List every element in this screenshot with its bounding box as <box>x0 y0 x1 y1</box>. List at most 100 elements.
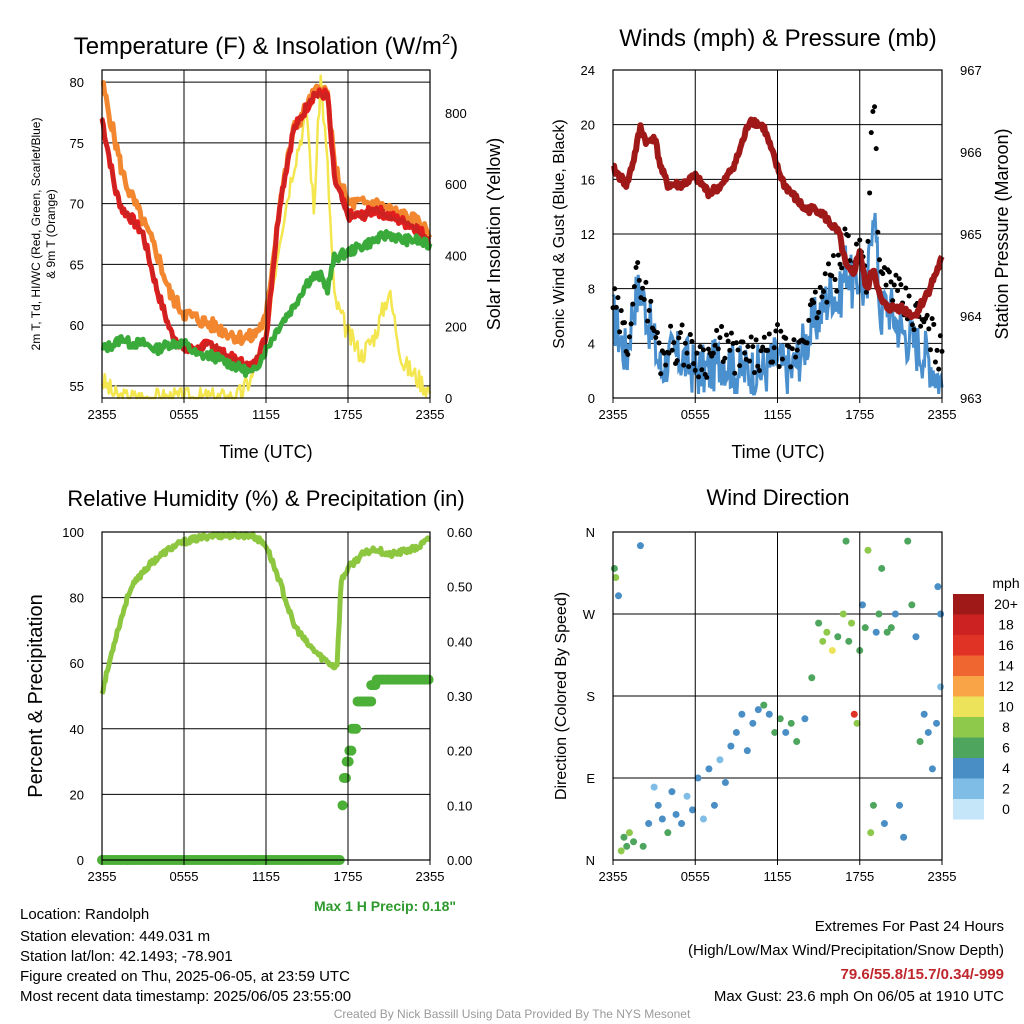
gust-point <box>751 370 757 376</box>
y-tick-label: 80 <box>70 591 84 606</box>
direction-point <box>668 788 676 796</box>
direction-point <box>623 842 631 850</box>
precip-point <box>351 723 362 734</box>
direction-point <box>850 710 858 718</box>
station-elevation: Station elevation: 449.031 m <box>20 928 211 945</box>
gust-point <box>873 146 879 152</box>
x-tick-label: 0555 <box>170 407 199 422</box>
chart-title: Relative Humidity (%) & Precipitation (i… <box>67 486 464 511</box>
precip-point <box>343 756 354 767</box>
direction-point <box>630 838 638 846</box>
gust-point <box>679 322 685 328</box>
direction-point <box>749 719 757 727</box>
y-tick-label: 0 <box>588 391 595 406</box>
direction-point <box>743 747 751 755</box>
gust-point <box>645 318 651 324</box>
y-tick-label: 70 <box>70 197 84 212</box>
gust-point <box>903 285 909 291</box>
gust-point <box>613 304 619 310</box>
y-tick-label: 100 <box>62 525 84 540</box>
gust-point <box>747 358 753 364</box>
x-tick-label: 2355 <box>599 407 628 422</box>
direction-point <box>896 801 904 809</box>
colorbar-label: 6 <box>1002 740 1010 756</box>
colorbar-swatch <box>953 676 984 697</box>
y-tick-label: 16 <box>581 172 595 187</box>
credit-line: Created By Nick Bassill Using Data Provi… <box>333 1007 691 1021</box>
gust-point <box>756 368 762 374</box>
y2-tick-label: 0.40 <box>447 634 472 649</box>
gust-point <box>822 271 828 277</box>
x-tick-label: 1155 <box>764 407 792 422</box>
gust-point <box>722 355 728 361</box>
gust-point <box>825 261 831 267</box>
recent-timestamp: Most recent data timestamp: 2025/06/05 2… <box>20 988 352 1005</box>
gust-point <box>794 347 800 353</box>
gust-point <box>891 282 897 288</box>
colorbar-title: mph <box>992 575 1019 591</box>
gust-point <box>640 285 646 291</box>
x-tick-label: 1155 <box>252 407 280 422</box>
direction-point <box>815 619 823 627</box>
panel-3-grid <box>101 532 431 865</box>
gust-point <box>615 295 621 301</box>
chart-title: Winds (mph) & Pressure (mb) <box>619 25 936 52</box>
gust-point <box>643 279 649 285</box>
direction-point <box>839 610 847 618</box>
y-tick-label: 20 <box>70 787 84 802</box>
gust-point <box>761 334 767 340</box>
max-gust: Max Gust: 23.6 mph On 06/05 at 1910 UTC <box>713 988 1004 1005</box>
direction-point <box>639 842 647 850</box>
gust-point <box>932 359 938 365</box>
station-location: Location: Randolph <box>20 906 150 923</box>
y2-tick-label: 967 <box>960 63 982 78</box>
gust-point <box>863 289 869 295</box>
gust-point <box>753 337 759 343</box>
gust-point <box>635 260 641 266</box>
gust-point <box>779 356 785 362</box>
y-tick-label: 60 <box>70 656 84 671</box>
gust-point <box>656 340 662 346</box>
x-axis-label: Time (UTC) <box>731 442 824 462</box>
gust-point <box>867 190 873 196</box>
x-tick-label: 1755 <box>334 869 363 884</box>
direction-point <box>716 756 724 764</box>
gust-point <box>906 293 912 299</box>
gust-point <box>681 362 687 368</box>
direction-point <box>650 783 658 791</box>
gust-point <box>641 297 647 303</box>
chart-title-end: ) <box>450 33 458 60</box>
gust-point <box>648 298 654 304</box>
gust-point <box>821 289 827 295</box>
direction-point <box>678 820 686 828</box>
gust-point <box>834 288 840 294</box>
gust-point <box>812 289 818 295</box>
gust-point <box>733 340 739 346</box>
gust-point <box>663 362 669 368</box>
y-tick-label: N <box>586 525 595 540</box>
y-tick-label: 0 <box>77 853 84 868</box>
gust-point <box>725 338 731 344</box>
gust-point <box>646 307 652 313</box>
gust-point <box>724 332 730 338</box>
gust-point <box>617 329 623 335</box>
figure-created: Figure created on Thu, 2025-06-05, at 23… <box>20 968 350 985</box>
colorbar-swatch <box>953 737 984 758</box>
gust-point <box>875 229 881 235</box>
panel-4-grid <box>612 532 943 865</box>
gust-point <box>886 269 892 275</box>
direction-point <box>658 815 666 823</box>
gust-point <box>666 350 672 356</box>
direction-point <box>823 628 831 636</box>
direction-point <box>858 601 866 609</box>
y-axis-label: Percent & Precipitation <box>25 594 47 797</box>
y-tick-label: 12 <box>581 227 595 242</box>
panel-2-border <box>612 69 943 399</box>
gust-point <box>883 282 889 288</box>
colorbar-label: 20+ <box>994 596 1018 612</box>
gust-point <box>766 331 772 337</box>
gust-point <box>669 347 675 353</box>
direction-point <box>705 765 713 773</box>
gust-point <box>714 327 720 333</box>
direction-point <box>694 774 702 782</box>
